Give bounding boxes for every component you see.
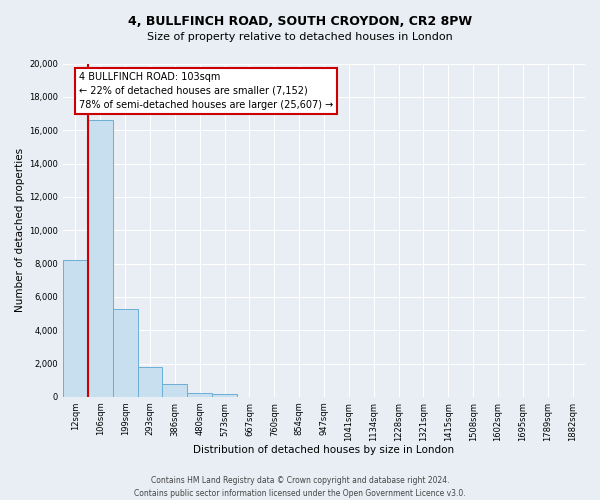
Bar	[88, 120, 113, 397]
Y-axis label: Number of detached properties: Number of detached properties	[15, 148, 25, 312]
Bar	[163, 384, 187, 397]
Bar	[187, 392, 212, 397]
Bar	[63, 260, 88, 397]
Text: 4, BULLFINCH ROAD, SOUTH CROYDON, CR2 8PW: 4, BULLFINCH ROAD, SOUTH CROYDON, CR2 8P…	[128, 15, 472, 28]
Text: Contains HM Land Registry data © Crown copyright and database right 2024.
Contai: Contains HM Land Registry data © Crown c…	[134, 476, 466, 498]
Bar	[212, 394, 237, 397]
Bar	[113, 308, 137, 397]
Text: Size of property relative to detached houses in London: Size of property relative to detached ho…	[147, 32, 453, 42]
X-axis label: Distribution of detached houses by size in London: Distribution of detached houses by size …	[193, 445, 455, 455]
Text: 4 BULLFINCH ROAD: 103sqm
← 22% of detached houses are smaller (7,152)
78% of sem: 4 BULLFINCH ROAD: 103sqm ← 22% of detach…	[79, 72, 333, 110]
Bar	[137, 367, 163, 397]
